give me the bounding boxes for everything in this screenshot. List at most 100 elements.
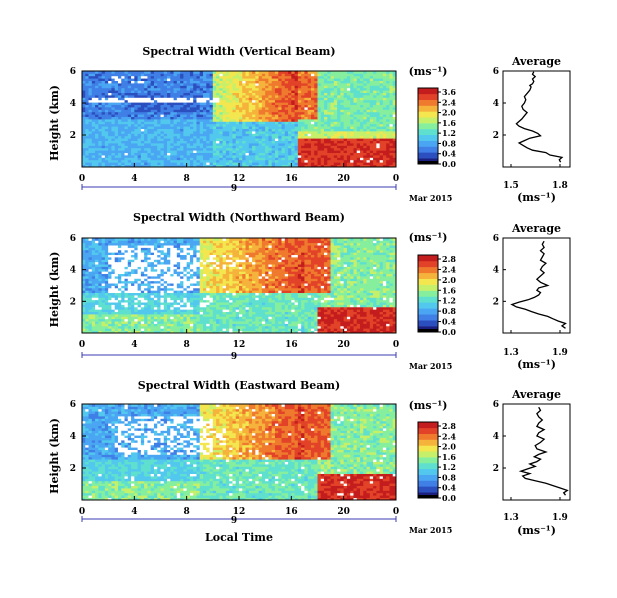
heatmap-cell [85,147,89,151]
heatmap-cell [134,123,138,127]
heatmap-cell [147,240,152,244]
heatmap-cell [258,90,263,93]
heatmap-cell [353,73,358,77]
heatmap-cell [382,119,387,122]
heatmap-cell [101,240,106,244]
heatmap-cell [88,152,93,156]
heatmap-cell [242,75,246,79]
heatmap-cell [137,159,142,163]
heatmap-cell [209,114,214,117]
heatmap-cell [297,159,302,163]
heatmap-cell [314,104,318,108]
heatmap-cell [333,145,338,149]
heatmap-cell [225,126,230,129]
heatmap-cell [140,311,145,315]
heatmap-cell [117,73,122,77]
heatmap-cell [284,133,289,137]
heatmap-cell [373,92,377,96]
heatmap-cell [350,85,354,89]
heatmap-cell [91,290,96,294]
heatmap-cell [271,121,276,125]
heatmap-cell [356,123,361,127]
heatmap-cell [82,155,86,158]
heatmap-cell [88,292,93,296]
heatmap-cell [163,330,168,334]
heatmap-cell [114,316,119,320]
heatmap-cell [392,143,397,146]
heatmap-cell [369,107,374,110]
heatmap-cell [147,264,152,267]
heatmap-cell [127,299,132,303]
heatmap-cell [225,97,230,101]
heatmap-cell [261,111,266,115]
heatmap-cell [91,111,96,115]
heatmap-cell [294,164,299,168]
heatmap-cell [324,143,328,146]
heatmap-cell [114,116,119,120]
heatmap-cell [324,116,328,120]
heatmap-cell [203,109,207,113]
heatmap-cell [134,314,138,317]
heatmap-cell [163,97,168,101]
heatmap-cell [212,83,217,86]
heatmap-cell [212,78,217,81]
heatmap-cell [98,107,103,110]
colorbar-tick-label: 2.4 [442,97,456,107]
heatmap-cell [144,238,148,241]
heatmap-cell [131,111,135,115]
heatmap-cell [91,240,96,244]
heatmap-cell [114,126,119,129]
heatmap-cell [173,104,178,108]
heatmap-cell [85,261,89,265]
heatmap-cell [108,95,112,98]
heatmap-cell [104,73,109,77]
heatmap-cell [310,87,315,91]
heatmap-cell [196,128,201,132]
heatmap-cell [225,121,230,125]
heatmap-cell [366,109,371,113]
heatmap-cell [82,328,86,332]
heatmap-cell [160,159,165,163]
heatmap-cell [124,83,129,86]
heatmap-cell [160,264,165,267]
heatmap-cell [111,71,116,74]
heatmap-cell [219,87,224,91]
heatmap-cell [157,102,161,105]
heatmap-cell [327,104,331,108]
heatmap-cell [167,261,171,265]
heatmap-cell [389,114,394,117]
heatmap-cell [101,135,106,139]
average-frame [502,70,571,168]
heatmap-cell [274,99,279,103]
heatmap-cell [183,131,188,134]
heatmap-cell [196,138,201,141]
heatmap-cell [124,311,129,315]
heatmap-cell [167,249,171,253]
heatmap-cell [140,97,145,101]
heatmap-cell [91,75,96,79]
heatmap-cell [180,162,184,165]
heatmap-cell [350,121,354,125]
heatmap-cell [104,302,109,305]
heatmap-cell [189,133,194,137]
heatmap-cell [209,80,214,84]
heatmap-cell [340,107,345,110]
heatmap-cell [346,123,351,127]
heatmap-cell [137,311,142,315]
heatmap-cell [248,92,253,96]
heatmap-cell [117,238,122,241]
heatmap-cell [294,162,299,165]
heatmap-cell [101,325,106,329]
heatmap-cell [127,78,132,81]
heatmap-cell [235,71,240,74]
heatmap-cell [167,104,171,108]
heatmap-cell [193,104,197,108]
heatmap-cell [91,152,96,156]
heatmap-cell [85,311,89,315]
heatmap-cell [340,109,345,113]
heatmap-cell [150,259,155,263]
heatmap-cell [95,261,99,265]
heatmap-cell [121,133,125,137]
heatmap-cell [189,75,194,79]
heatmap-cell [216,147,220,151]
